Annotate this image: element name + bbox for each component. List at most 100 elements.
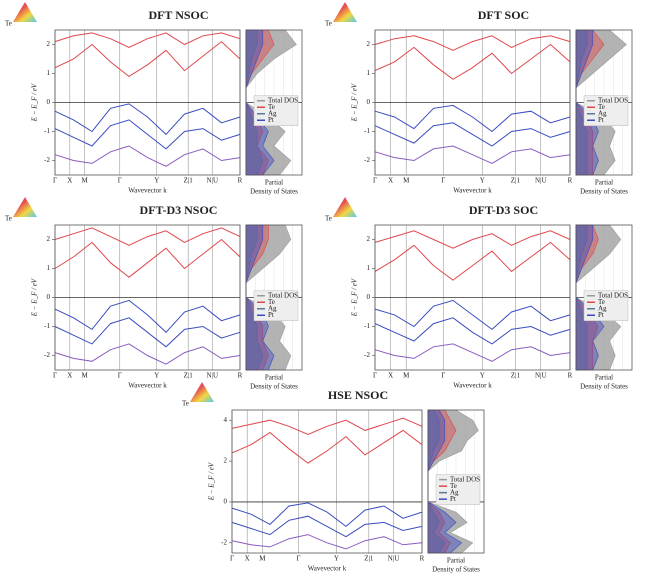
band: [374, 122, 571, 147]
legend-label: Pt: [450, 495, 456, 503]
y-tick-label: 0: [367, 293, 371, 301]
legend-label: Pt: [598, 311, 604, 319]
band: [374, 43, 571, 80]
dos-frame: [427, 409, 485, 554]
band: [374, 104, 571, 133]
band: [54, 227, 241, 246]
band-frame: [54, 224, 241, 371]
x-tick-label: Z|1: [184, 372, 194, 380]
band: [54, 40, 241, 78]
y-tick-label: -2: [44, 351, 50, 359]
legend-label: Te: [268, 103, 275, 111]
legend-label: Ag: [268, 109, 277, 117]
x-tick-label: R: [568, 177, 573, 185]
legend-label: Te: [598, 103, 605, 111]
band: [231, 429, 423, 464]
x-tick-label: Γ: [53, 177, 57, 185]
band: [54, 119, 241, 150]
element-icon: [333, 2, 357, 22]
y-tick-label: 2: [47, 235, 51, 243]
dos-label: Partial: [595, 179, 613, 187]
x-tick-label: Γ: [296, 555, 300, 563]
legend-label: Te: [450, 482, 457, 490]
element-label: Te: [5, 215, 12, 223]
x-axis-label: Wavevector k: [453, 187, 492, 195]
element-icon: [190, 382, 214, 402]
band: [54, 343, 241, 365]
legend-label: Pt: [598, 116, 604, 124]
x-tick-label: M: [81, 177, 88, 185]
band-frame: [374, 224, 571, 371]
y-tick-label: 0: [224, 498, 228, 506]
y-tick-label: 0: [47, 293, 51, 301]
band-frame: [231, 409, 423, 554]
element-label: Te: [325, 215, 332, 223]
x-tick-label: Z|1: [511, 177, 521, 185]
dos-label: Density of States: [432, 566, 480, 574]
band: [54, 145, 241, 167]
y-axis-label: E − E_F / eV: [208, 462, 216, 501]
band: [231, 534, 423, 550]
x-tick-label: Y: [480, 177, 485, 185]
legend-label: Ag: [598, 109, 607, 117]
element-label: Te: [182, 400, 189, 408]
x-axis-label: Wavevector k: [128, 382, 167, 390]
dos-frame: [575, 29, 633, 176]
legend-label: Total DOS: [598, 96, 628, 104]
y-tick-label: -1: [364, 127, 370, 135]
x-tick-label: Z|1: [511, 372, 521, 380]
x-tick-label: M: [81, 372, 88, 380]
x-tick-label: N|U: [206, 372, 218, 380]
legend-label: Total DOS: [268, 291, 298, 299]
band: [54, 238, 241, 278]
x-axis-label: Wavevector k: [453, 382, 492, 390]
y-tick-label: 2: [224, 457, 228, 465]
y-tick-label: 2: [367, 40, 371, 48]
dos-label: Partial: [265, 374, 283, 382]
dos-frame: [245, 29, 303, 176]
dos-label: Partial: [447, 557, 465, 565]
x-tick-label: Y: [154, 177, 159, 185]
x-tick-label: R: [420, 555, 425, 563]
dos-frame: [575, 224, 633, 371]
y-tick-label: 1: [47, 264, 51, 272]
dos-label: Density of States: [580, 383, 628, 391]
y-tick-label: -2: [364, 156, 370, 164]
x-tick-label: Γ: [441, 372, 445, 380]
x-tick-label: X: [67, 372, 72, 380]
y-tick-label: 4: [224, 416, 228, 424]
y-tick-label: 0: [367, 98, 371, 106]
y-tick-label: 2: [47, 40, 51, 48]
legend-label: Total DOS: [598, 291, 628, 299]
x-tick-label: R: [238, 372, 243, 380]
y-axis-label: E − E_F / eV: [31, 278, 39, 317]
y-tick-label: -1: [44, 127, 50, 135]
y-tick-label: -2: [364, 351, 370, 359]
band: [374, 145, 571, 164]
x-tick-label: M: [403, 177, 410, 185]
legend-label: Ag: [450, 488, 459, 496]
x-tick-label: M: [259, 555, 266, 563]
band: [231, 502, 423, 528]
x-tick-label: Y: [154, 372, 159, 380]
x-tick-label: N|U: [535, 372, 547, 380]
y-tick-label: 1: [367, 264, 371, 272]
band: [54, 103, 241, 136]
band-frame: [54, 29, 241, 176]
panel-title: HSE NSOC: [328, 388, 388, 402]
dos-label: Density of States: [250, 188, 298, 196]
y-axis-label: E − E_F / eV: [351, 278, 359, 317]
panel-title: DFT-D3 SOC: [469, 203, 538, 217]
band: [374, 241, 571, 281]
x-tick-label: N|U: [388, 555, 400, 563]
band: [374, 317, 571, 345]
x-tick-label: Γ: [53, 372, 57, 380]
y-axis-label: E − E_F / eV: [351, 83, 359, 122]
band: [374, 230, 571, 249]
dos-label: Density of States: [580, 188, 628, 196]
x-tick-label: N|U: [535, 177, 547, 185]
band-frame: [374, 29, 571, 176]
x-tick-label: Z|1: [184, 177, 194, 185]
x-tick-label: Γ: [373, 372, 377, 380]
band: [374, 35, 571, 51]
